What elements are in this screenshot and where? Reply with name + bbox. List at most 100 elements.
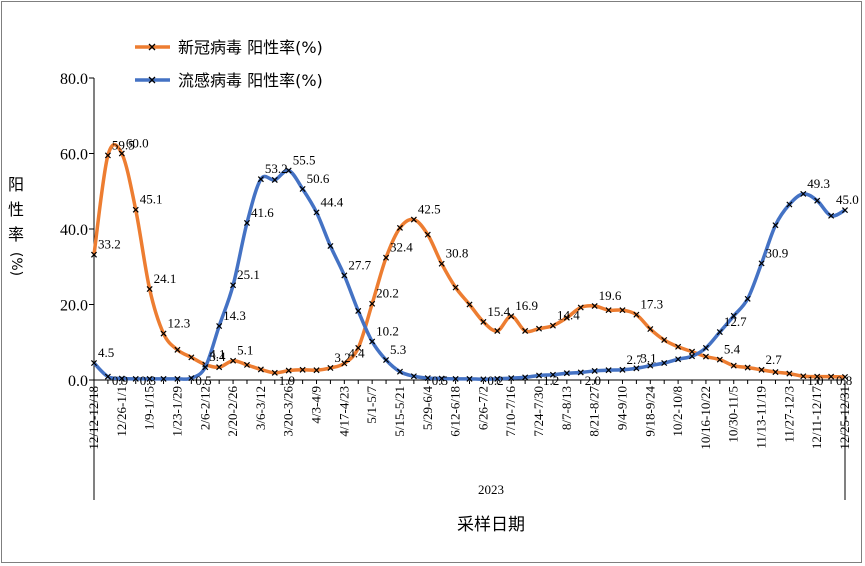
flu-point: [285, 167, 292, 174]
flu-point: [299, 185, 306, 193]
covid-data-label: 19.6: [599, 288, 622, 303]
x-tick-label: 7/10-7/16: [503, 386, 518, 437]
y-axis-title-char: 阳: [8, 175, 24, 194]
flu-point: [522, 374, 529, 381]
y-axis-title-char: (%): [8, 252, 24, 276]
covid-point: [216, 364, 223, 371]
covid-point: [230, 357, 237, 364]
legend: 新冠病毒 阳性率(%) 流感病毒 阳性率(%): [135, 38, 323, 90]
flu-point: [480, 376, 487, 383]
x-tick-label: 12/26-1/1: [114, 386, 129, 437]
covid-point: [188, 354, 195, 361]
covid-point: [438, 260, 445, 267]
covid-point: [508, 313, 515, 320]
x-tick-label: 2/6-2/12: [197, 386, 212, 430]
flu-data-label: 4.5: [98, 345, 114, 360]
x-tick-label: 11/27-12/3: [781, 386, 796, 443]
covid-point: [522, 327, 529, 334]
flu-point: [410, 373, 417, 380]
flu-data-label: 53.2: [265, 161, 288, 176]
flu-point: [466, 375, 473, 382]
y-tick-label: 60.0: [60, 147, 88, 164]
x-tick-label: 10/16-10/22: [698, 386, 713, 450]
x-tick-label: 9/18-9/24: [642, 386, 657, 437]
flu-point: [688, 353, 696, 360]
flu-point: [216, 322, 223, 330]
x-tick-label: 12/25-12/31: [837, 386, 852, 450]
covid-point: [633, 311, 640, 318]
flu-point: [633, 365, 640, 372]
legend-marker: [148, 76, 156, 84]
y-tick-label: 20.0: [60, 298, 88, 315]
covid-data-label: 5.4: [724, 342, 741, 357]
flu-point: [257, 176, 264, 183]
x-tick-label: 4/17-4/23: [336, 386, 351, 437]
x-tick-label: 9/4-9/10: [614, 386, 629, 430]
covid-point: [702, 353, 709, 360]
legend-item-covid: 新冠病毒 阳性率(%): [135, 38, 323, 57]
covid-point: [744, 364, 751, 371]
flu-data-label: 2.0: [585, 373, 601, 388]
covid-point: [494, 327, 501, 334]
covid-point: [563, 314, 570, 321]
covid-point: [396, 224, 403, 231]
covid-data-label: 20.2: [376, 286, 399, 301]
covid-point: [243, 361, 251, 368]
x-tick-label: 8/21-8/27: [587, 386, 602, 437]
covid-point: [661, 336, 668, 344]
flu-point: [104, 373, 111, 380]
covid-point: [118, 150, 125, 157]
x-tick-label: 6/26-7/2: [475, 386, 490, 430]
x-tick-label: 3/6-3/12: [253, 386, 268, 430]
covid-point: [104, 152, 111, 159]
x-tick-label: 1/23-1/29: [169, 386, 184, 437]
covid-point: [577, 304, 584, 311]
flu-point: [396, 368, 403, 375]
covid-point: [355, 344, 362, 351]
covid-data-label: 2.7: [766, 352, 783, 367]
x-tick-label: 10/2-10/8: [670, 386, 685, 437]
covid-point: [424, 231, 431, 238]
x-axis-title: 采样日期: [457, 515, 525, 535]
covid-data-label: 12.3: [168, 316, 191, 331]
flu-point: [758, 260, 765, 267]
flu-point: [383, 356, 390, 364]
year-label: 2023: [478, 482, 504, 497]
covid-point: [257, 366, 264, 373]
x-tick-label: 6/12-6/18: [448, 386, 463, 437]
flu-point: [563, 370, 570, 377]
x-tick-label: 12/12-12/18: [86, 386, 101, 450]
covid-point: [772, 369, 779, 376]
x-tick-label: 12/11-12/17: [809, 386, 824, 450]
flu-data-label: 25.1: [237, 267, 260, 282]
covid-data-label: 45.1: [140, 192, 163, 207]
x-tick-label: 10/30-11/5: [726, 386, 741, 443]
covid-point: [383, 254, 390, 261]
flu-point: [675, 356, 682, 363]
flu-data-label: 12.7: [724, 314, 747, 329]
x-tick-label: 3/20-3/26: [281, 386, 296, 437]
flu-point: [202, 364, 209, 371]
flu-point: [619, 366, 626, 373]
covid-point: [647, 326, 654, 333]
flu-data-label: 10.2: [376, 323, 399, 338]
covid-data-label: 1.0: [807, 373, 823, 388]
legend-label-flu: 流感病毒 阳性率(%): [178, 71, 323, 90]
flu-data-label: 3.4: [209, 349, 226, 364]
flu-point: [591, 367, 598, 374]
covid-data-label: 4.1: [209, 347, 225, 362]
flu-point: [327, 242, 334, 250]
x-tick-label: 1/9-1/15: [142, 386, 157, 430]
flu-data-label: 45.0: [836, 192, 859, 207]
flu-point: [243, 219, 251, 226]
flu-series: [90, 167, 849, 383]
flu-data-label: 5.3: [390, 342, 406, 357]
flu-point: [452, 375, 459, 382]
flu-point: [341, 272, 348, 279]
flu-data-label: 27.7: [348, 257, 371, 272]
flu-point: [786, 201, 793, 208]
flu-point: [118, 375, 125, 382]
flu-point: [90, 359, 98, 367]
